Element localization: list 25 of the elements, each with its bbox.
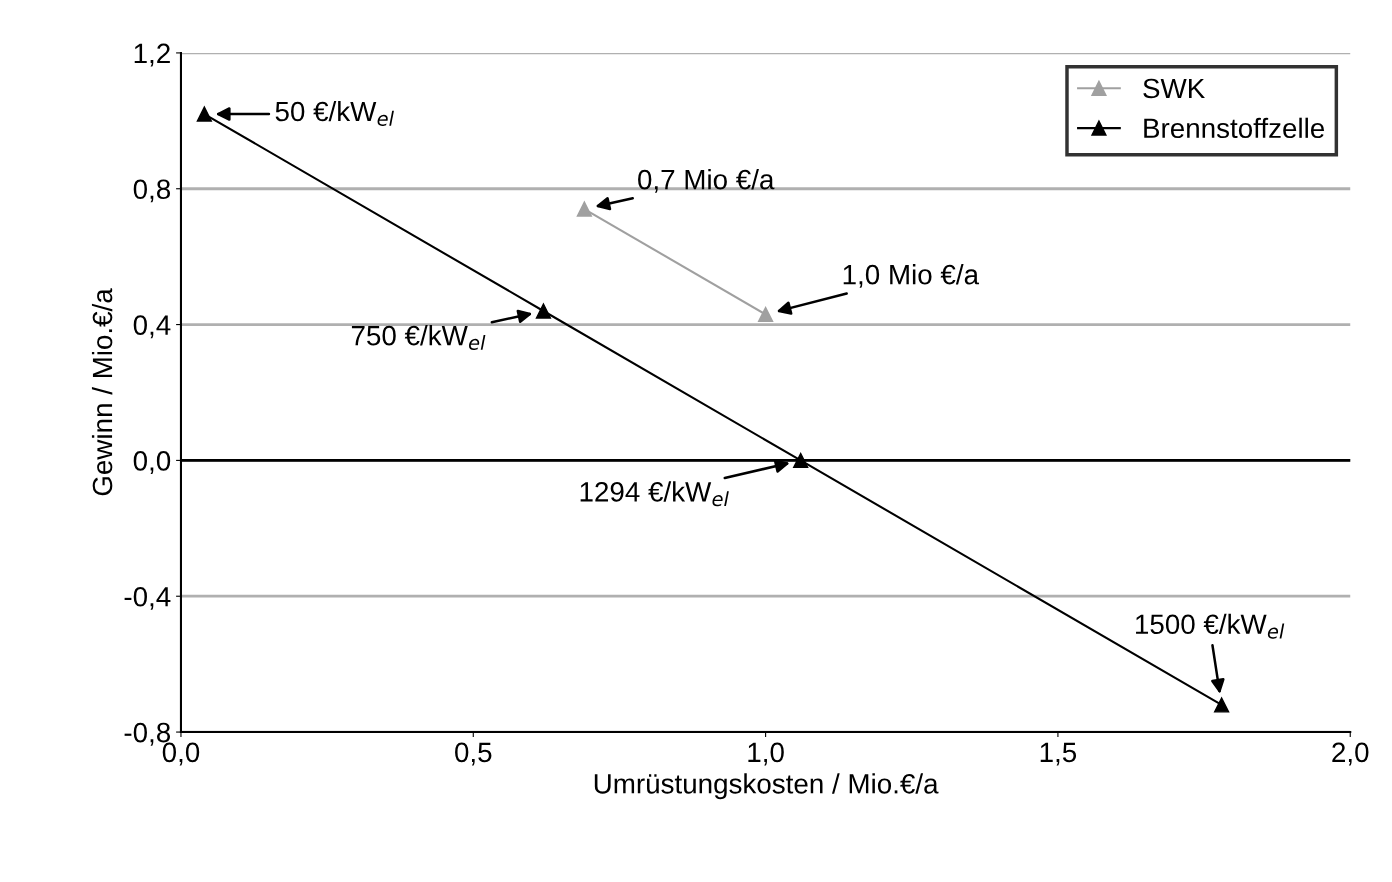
annotation: 50 €/kW$_{el}$ <box>275 100 394 126</box>
annotation: 750 €/kW$_{el}$ <box>351 325 486 351</box>
x-axis-title: Umrüstungskosten / Mio.€/a <box>594 773 939 800</box>
annotation: 0,7 Mio €/a <box>638 169 775 193</box>
y-tick-label: -0,4 <box>124 586 171 610</box>
x-tick-label: 0,5 <box>455 742 492 766</box>
point <box>576 201 593 217</box>
point <box>793 452 809 469</box>
point <box>757 306 774 323</box>
legend-label: Brennstoffzelle <box>1144 117 1325 139</box>
annotation: 1500 €/kW$_{el}$ <box>1136 613 1285 639</box>
point <box>196 106 212 122</box>
annotation: 1,0 Mio €/a <box>843 264 980 288</box>
y-tick-label: 0,4 <box>133 315 171 339</box>
x-tick-label: 2,0 <box>1332 742 1369 766</box>
annotation: 1294 €/kW$_{el}$ <box>580 481 729 507</box>
y-tick-label: 0,0 <box>133 451 171 475</box>
point <box>1213 697 1230 713</box>
point <box>535 303 552 319</box>
x-tick-label: 1,0 <box>748 742 784 766</box>
x-tick-label: 1,5 <box>1040 742 1077 766</box>
y-axis-title: Gewinn / Mio.€/a <box>91 288 113 496</box>
legend-label: SWK <box>1143 78 1205 99</box>
y-tick-label: 0,8 <box>133 179 171 203</box>
y-tick-label: 1,2 <box>134 43 170 67</box>
